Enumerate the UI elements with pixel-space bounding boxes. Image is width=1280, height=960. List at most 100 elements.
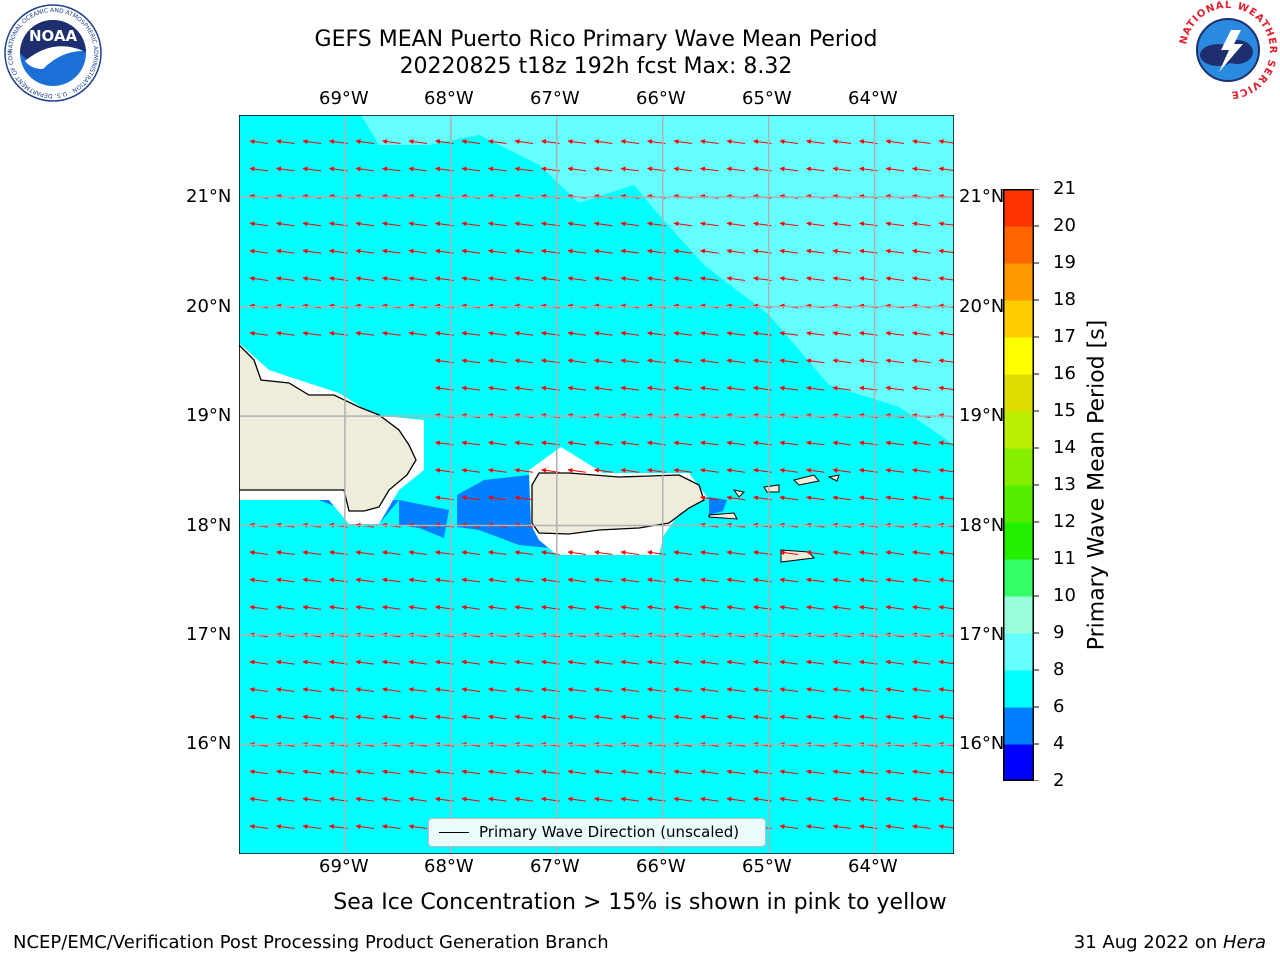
wave-arrow: [700, 769, 719, 775]
nws-logo-icon: NATIONAL WEATHER SERVICE: [1178, 0, 1277, 100]
lon-label-top: 64°W: [848, 88, 898, 109]
wave-arrow: [594, 659, 613, 665]
wave-arrow: [488, 687, 507, 693]
lon-label-top: 65°W: [742, 88, 792, 109]
wave-arrow: [885, 577, 905, 583]
wave-arrow: [594, 714, 613, 720]
wave-arrow: [620, 385, 640, 391]
virgin-islands: [708, 474, 840, 563]
wave-arrow: [700, 577, 719, 583]
wave-arrow: [885, 796, 905, 802]
wave-arrow: [885, 467, 905, 473]
wave-arrow: [514, 714, 534, 720]
wave-arrow: [355, 796, 375, 802]
wave-arrow: [567, 769, 587, 775]
colorbar-segment: [1003, 744, 1033, 781]
wave-arrow: [408, 139, 428, 145]
wave-arrow: [461, 276, 481, 282]
chart-subtitle: 20220825 t18z 192h fcst Max: 8.32: [399, 54, 793, 79]
wave-arrow: [461, 139, 481, 145]
wave-arrow: [885, 358, 905, 364]
wave-arrow: [832, 440, 852, 446]
wave-arrow: [302, 604, 322, 610]
wave-arrow: [806, 139, 825, 145]
wave-arrow: [488, 248, 507, 254]
wave-arrow: [408, 604, 428, 610]
colorbar-tick-label: 16: [1053, 363, 1076, 384]
wave-arrow: [912, 796, 931, 802]
wave-arrow: [276, 248, 295, 254]
wave-arrow: [700, 467, 719, 473]
wave-arrow: [594, 385, 613, 391]
colorbar-segment: [1003, 522, 1033, 560]
colorbar-segment: [1003, 448, 1033, 486]
wave-arrow: [912, 714, 931, 720]
wave-arrow: [249, 550, 269, 556]
wave-arrow: [779, 687, 799, 693]
wave-arrow: [355, 139, 375, 145]
wave-arrow: [620, 687, 640, 693]
wave-arrow: [382, 714, 401, 720]
wave-arrow: [912, 139, 931, 145]
lat-label-right: 19°N: [959, 405, 1005, 426]
wave-arrow: [912, 824, 931, 830]
wave-arrow: [832, 166, 852, 172]
wave-arrow: [355, 824, 375, 830]
wave-arrow: [461, 248, 481, 254]
wave-arrow: [912, 330, 931, 336]
wave-arrow: [726, 139, 746, 145]
wave-arrow: [832, 248, 852, 254]
wave-arrow: [249, 714, 269, 720]
colorbar-segment: [1003, 300, 1033, 338]
wave-arrow: [567, 248, 587, 254]
wave-arrow: [514, 166, 534, 172]
wave-arrow: [382, 604, 401, 610]
wave-arrow: [249, 687, 269, 693]
wave-arrow: [806, 495, 825, 501]
wave-arrow: [620, 276, 640, 282]
wave-arrow: [567, 687, 587, 693]
wave-arrow: [488, 276, 507, 282]
wave-arrow: [938, 330, 954, 336]
wave-arrow: [806, 796, 825, 802]
wave-arrow: [885, 221, 905, 227]
wave-arrow: [514, 440, 534, 446]
wave-arrow: [912, 659, 931, 665]
wave-arrow: [514, 221, 534, 227]
wave-arrow: [673, 276, 693, 282]
lat-label-left: 19°N: [186, 405, 232, 426]
wave-arrow: [567, 276, 587, 282]
wave-arrow: [938, 166, 954, 172]
wave-arrow: [938, 495, 954, 501]
wave-arrow: [567, 221, 587, 227]
lon-label-bottom: 69°W: [319, 856, 369, 877]
wave-arrow: [276, 604, 295, 610]
wave-arrow: [461, 330, 481, 336]
wave-arrow: [779, 495, 799, 501]
wave-arrow: [885, 248, 905, 254]
wave-arrow: [938, 577, 954, 583]
wave-arrow: [832, 221, 852, 227]
colorbar-tick-label: 4: [1053, 733, 1065, 754]
wave-arrow: [700, 139, 719, 145]
wave-arrow: [912, 467, 931, 473]
wave-arrow: [912, 385, 931, 391]
wave-arrow: [461, 604, 481, 610]
wave-arrow: [673, 687, 693, 693]
wave-arrow: [594, 248, 613, 254]
lon-label-bottom: 64°W: [848, 856, 898, 877]
wave-arrow: [514, 248, 534, 254]
wave-arrow: [276, 824, 295, 830]
wave-arrow: [276, 796, 295, 802]
wave-arrow: [832, 358, 852, 364]
wave-arrow: [779, 769, 799, 775]
lat-label-left: 18°N: [186, 515, 232, 536]
low-period-zone-east: [709, 497, 727, 515]
wave-arrow: [700, 440, 719, 446]
wave-arrow: [355, 550, 375, 556]
wave-arrow: [461, 440, 481, 446]
colorbar-segment: [1003, 189, 1033, 227]
colorbar-segment: [1003, 337, 1033, 375]
wave-arrow: [249, 604, 269, 610]
wave-arrow: [700, 604, 719, 610]
